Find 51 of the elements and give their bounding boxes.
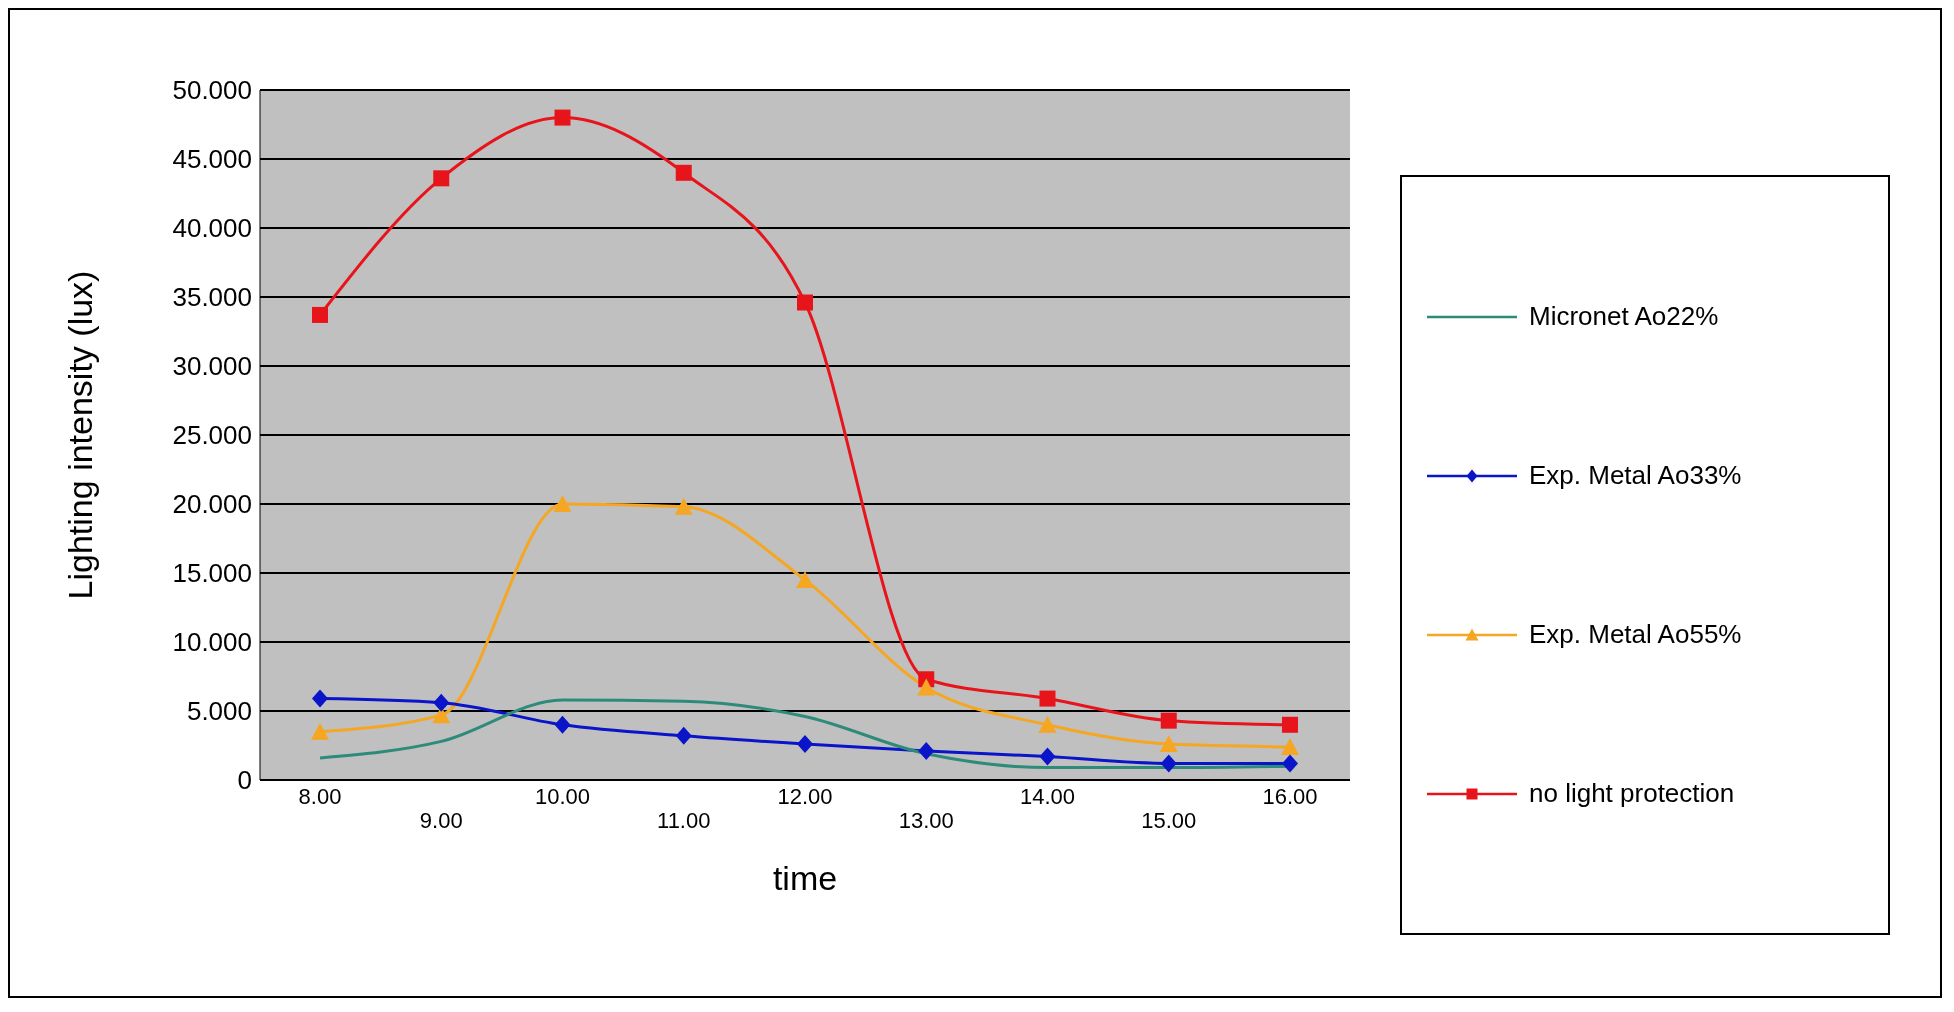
point [1159, 735, 1178, 753]
legend-label: no light protection [1529, 778, 1735, 809]
y-tick-label: 50.000 [172, 75, 252, 106]
x-tick-label: 13.00 [898, 808, 954, 833]
y-tick-label: 45.000 [172, 144, 252, 175]
point [1282, 754, 1298, 773]
y-tick-label: 5.000 [186, 696, 252, 727]
legend-label: Exp. Metal Ao33% [1529, 460, 1742, 491]
point [797, 294, 813, 311]
point [674, 497, 693, 515]
point [554, 715, 571, 734]
y-tick-label: 10.000 [172, 627, 252, 658]
point [433, 170, 450, 187]
point [796, 570, 814, 588]
point [553, 495, 572, 512]
y-tick-label: 35.000 [172, 282, 252, 313]
point [1039, 747, 1056, 766]
x-tick-label: 12.00 [777, 784, 833, 809]
point [1039, 690, 1056, 707]
point [797, 735, 813, 754]
point [312, 306, 328, 323]
y-tick-label: 0 [237, 765, 252, 796]
point [1160, 712, 1177, 729]
x-axis-title: time [772, 859, 838, 897]
legend-label: Micronet Ao22% [1529, 301, 1719, 332]
legend-label: Exp. Metal Ao55% [1529, 619, 1742, 650]
point [917, 678, 936, 696]
y-tick-label: 40.000 [172, 213, 252, 244]
point [675, 164, 692, 181]
point [433, 693, 450, 712]
x-tick-label: 11.00 [657, 808, 711, 833]
x-tick-label: 15.00 [1141, 808, 1197, 833]
y-axis-title: Lighting intensity (lux) [61, 270, 100, 600]
y-tick-label: 25.000 [172, 420, 252, 451]
x-tick-label: 8.00 [298, 784, 342, 809]
point [1282, 716, 1298, 733]
point [918, 742, 935, 761]
x-tick-label: 9.00 [419, 808, 463, 833]
x-tick-label: 16.00 [1262, 784, 1318, 809]
x-tick-label: 10.00 [534, 784, 591, 809]
point [1281, 737, 1299, 755]
point [311, 722, 329, 740]
point [312, 689, 328, 708]
point [675, 726, 692, 745]
point [1160, 754, 1177, 773]
y-tick-label: 15.000 [172, 558, 252, 589]
x-tick-label: 14.00 [1019, 784, 1076, 809]
y-tick-label: 30.000 [172, 351, 252, 382]
point [554, 109, 571, 126]
point [1038, 715, 1057, 733]
y-tick-label: 20.000 [172, 489, 252, 520]
